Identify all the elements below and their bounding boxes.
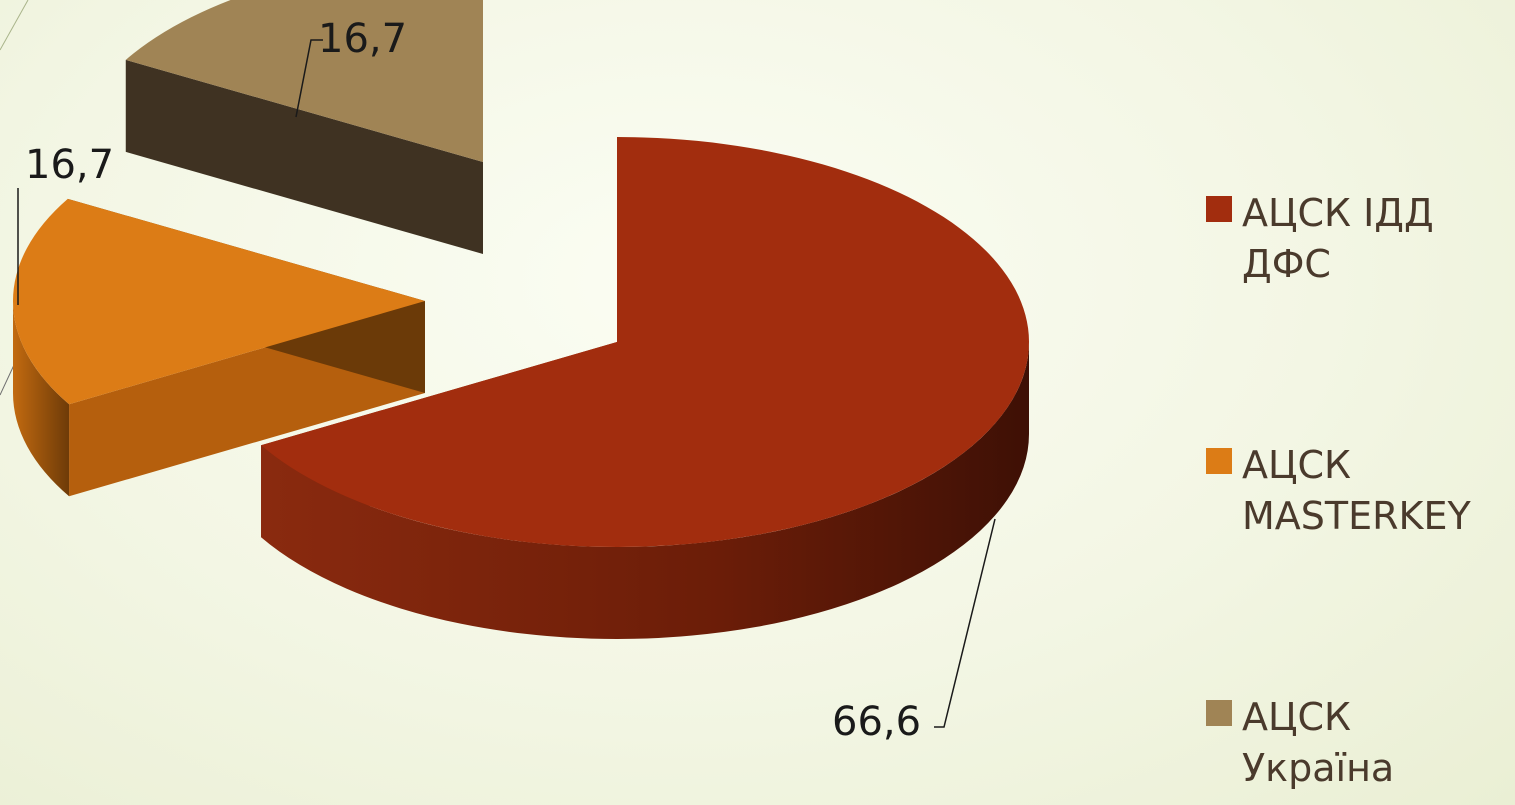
legend-swatch bbox=[1206, 196, 1232, 222]
legend-item: АЦСК ІДД ДФС bbox=[1206, 191, 1434, 286]
legend-label: Україна bbox=[1242, 746, 1394, 790]
slice-side bbox=[13, 301, 70, 497]
legend-label: АЦСК ІДД bbox=[1242, 191, 1434, 235]
slice-wall bbox=[125, 59, 483, 254]
data-label: 16,7 bbox=[25, 142, 114, 188]
slice-top bbox=[125, 0, 483, 162]
legend-swatch bbox=[1206, 700, 1232, 726]
data-label: 66,6 bbox=[832, 699, 921, 745]
slice-top bbox=[12, 198, 425, 405]
slice-side bbox=[261, 342, 1029, 639]
legend-label: АЦСК bbox=[1242, 443, 1351, 487]
legend-item: АЦСК Україна bbox=[1206, 695, 1394, 790]
legend-label: АЦСК bbox=[1242, 695, 1351, 739]
legend-label: ДФС bbox=[1242, 242, 1331, 286]
pie-slice-2 bbox=[125, 0, 483, 254]
leader-line bbox=[295, 39, 323, 118]
leader-line bbox=[934, 518, 996, 728]
pie-slice-1 bbox=[12, 198, 426, 497]
data-label: 16,7 bbox=[318, 16, 407, 62]
legend-item: АЦСК MASTERKEY bbox=[1206, 443, 1471, 538]
legend-label: MASTERKEY bbox=[1242, 494, 1471, 538]
decorative-line bbox=[0, 364, 15, 396]
legend-swatch bbox=[1206, 448, 1232, 474]
pie-slice-0 bbox=[261, 137, 1029, 639]
decorative-line bbox=[0, 0, 29, 51]
slice-top bbox=[261, 137, 1029, 547]
